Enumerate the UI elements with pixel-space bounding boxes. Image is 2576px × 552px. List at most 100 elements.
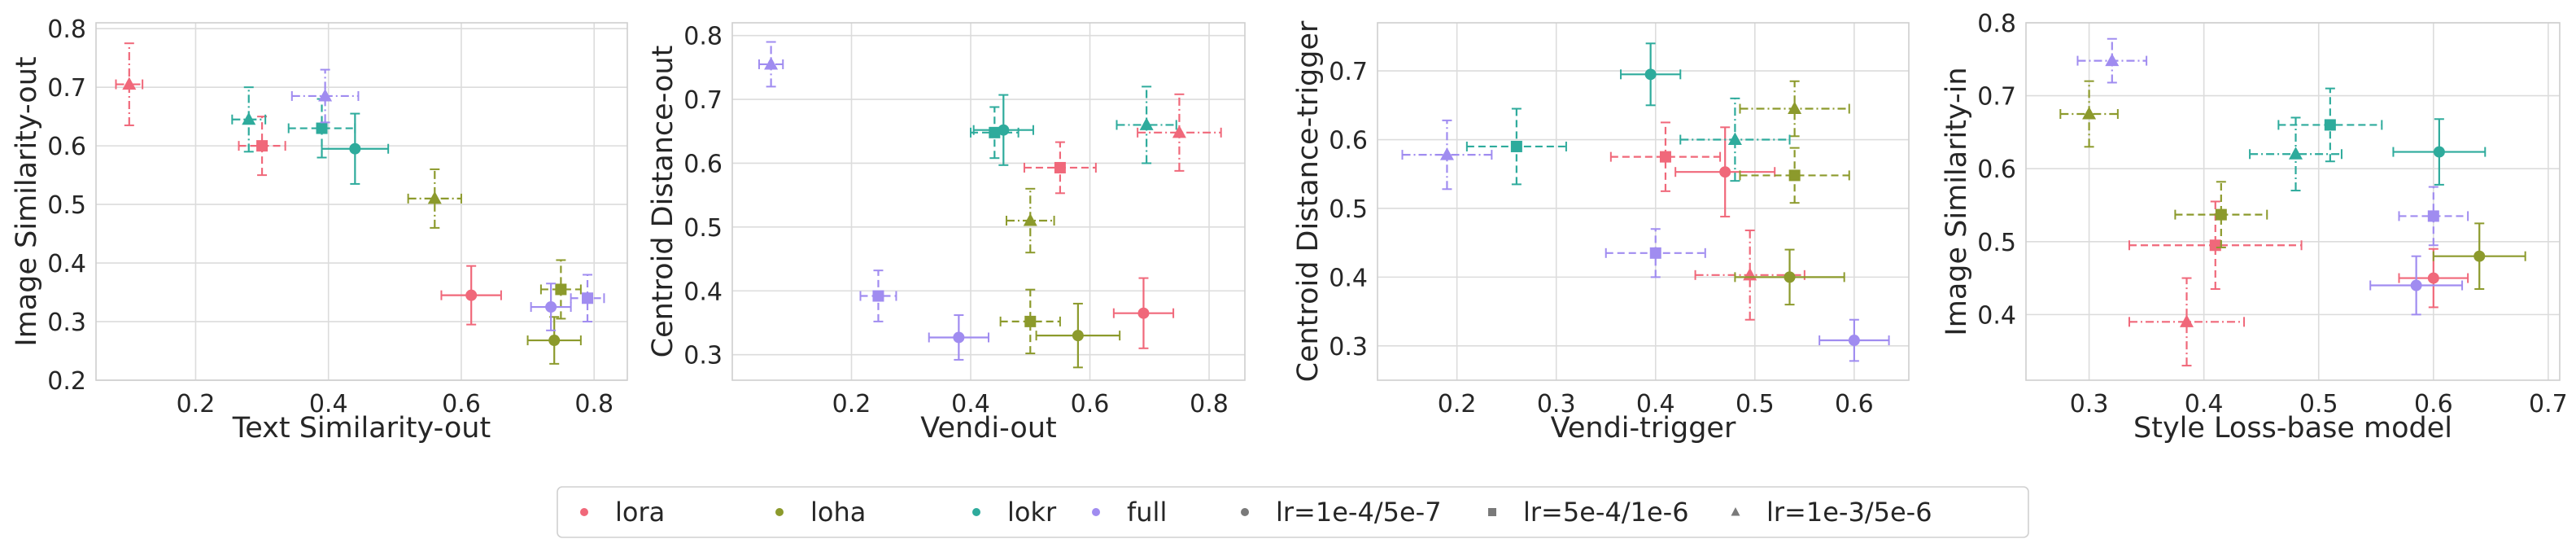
point-marker <box>1439 147 1454 160</box>
legend-entry: full <box>1092 497 1167 528</box>
point-marker <box>2410 279 2422 291</box>
x-tick-label: 0.6 <box>442 390 481 418</box>
x-tick-label: 0.4 <box>1636 390 1675 418</box>
data-point-loha <box>1739 147 1850 204</box>
x-axis-label: Style Loss-base model <box>2133 412 2452 445</box>
data-point-lora <box>238 116 286 177</box>
point-marker <box>545 301 557 313</box>
data-point-lokr <box>1620 42 1682 107</box>
point-marker <box>349 142 361 155</box>
plot-area <box>2026 23 2560 380</box>
y-tick-label: 0.4 <box>1977 301 2016 330</box>
legend-marker <box>1488 508 1496 516</box>
subplot-4: 0.3 0.4 0.5 0.6 0.7 0.4 0.5 0.6 0.7 0.8 Style Loss… <box>1941 10 2568 445</box>
data-point-loha <box>1035 302 1121 369</box>
point-marker <box>548 335 561 347</box>
legend-marker <box>580 508 588 516</box>
point-marker <box>2324 119 2336 131</box>
data-point-full <box>570 274 605 323</box>
legend-marker <box>1731 507 1740 516</box>
data-point-full <box>290 68 360 124</box>
point-marker <box>2215 208 2227 221</box>
point-marker <box>318 88 333 102</box>
data-point-lokr <box>231 86 267 153</box>
data-point-lokr <box>2392 118 2486 186</box>
x-tick-label: 0.8 <box>1190 390 1229 418</box>
data-point-loha <box>1005 187 1055 254</box>
x-tick-label: 0.7 <box>2529 390 2568 418</box>
point-marker <box>2427 210 2439 222</box>
point-marker <box>1644 68 1657 81</box>
legend-marker <box>775 508 784 516</box>
y-tick-label: 0.4 <box>47 250 86 278</box>
data-point-lokr <box>970 106 1019 160</box>
legend-label: lr=1e-4/5e-7 <box>1276 497 1442 528</box>
y-axis-label: Centroid Distance-out <box>647 46 679 358</box>
data-point-lora <box>1137 93 1222 172</box>
point-marker <box>764 56 779 70</box>
legend-entry: lr=5e-4/1e-6 <box>1488 497 1689 528</box>
data-point-lokr <box>1679 97 1791 182</box>
x-tick-label: 0.8 <box>574 390 613 418</box>
legend-label: loha <box>810 497 866 528</box>
subplot-1: 0.2 0.4 0.6 0.8 0.2 0.3 0.4 0.5 0.6 0.7 0.8 Text Si… <box>11 15 628 445</box>
x-tick-label: 0.4 <box>2185 390 2224 418</box>
legend-entry: lr=1e-3/5e-6 <box>1731 497 1932 528</box>
y-tick-label: 0.5 <box>683 214 723 243</box>
data-point-full <box>1401 119 1493 191</box>
point-marker <box>242 112 256 125</box>
x-tick-label: 0.2 <box>1438 390 1477 418</box>
x-tick-label: 0.4 <box>951 390 990 418</box>
data-point-lokr <box>2249 116 2342 192</box>
y-tick-label: 0.6 <box>47 133 86 161</box>
subplot-2: 0.2 0.4 0.6 0.8 0.3 0.4 0.5 0.6 0.7 0.8 Vendi-out C… <box>647 22 1246 445</box>
legend-label: full <box>1127 497 1167 528</box>
y-tick-label: 0.4 <box>683 278 723 306</box>
data-point-lora <box>115 42 144 126</box>
data-point-loha <box>526 316 582 365</box>
y-tick-label: 0.6 <box>1977 156 2016 184</box>
y-tick-label: 0.8 <box>47 15 86 44</box>
y-tick-label: 0.7 <box>683 86 723 115</box>
x-tick-label: 0.3 <box>1537 390 1576 418</box>
data-point-loha <box>2059 80 2119 148</box>
point-marker <box>1719 166 1731 178</box>
point-marker <box>1788 101 1802 115</box>
data-point-lokr <box>1116 85 1177 164</box>
plot-frame <box>731 22 1246 381</box>
data-point-full <box>530 283 572 331</box>
data-point-loha <box>1734 248 1845 306</box>
point-marker <box>1137 307 1150 319</box>
point-marker <box>582 292 594 304</box>
point-marker <box>1139 117 1154 130</box>
data-point-loha <box>999 288 1061 355</box>
point-marker <box>2105 53 2120 67</box>
point-marker <box>1659 151 1671 163</box>
y-axis-label: Image Similarity-out <box>11 56 43 346</box>
legend-entry: loha <box>775 497 866 528</box>
point-marker <box>1848 335 1860 347</box>
x-tick-label: 0.4 <box>309 390 348 418</box>
legend: lora loha lokr full lr=1e-4/5e-7 lr=5e-4/1e-6… <box>557 486 2029 538</box>
data-point-lora <box>1674 126 1776 218</box>
y-tick-label: 0.5 <box>1977 229 2016 257</box>
y-tick-label: 0.7 <box>1977 83 2016 112</box>
y-tick-label: 0.7 <box>1329 58 1368 86</box>
point-marker <box>1072 330 1084 342</box>
x-axis-label: Vendi-out <box>920 412 1056 445</box>
x-tick-label: 0.5 <box>1736 390 1775 418</box>
data-point-lora <box>1112 277 1175 349</box>
subplot-3: 0.2 0.3 0.4 0.5 0.6 0.3 0.4 0.5 0.6 0.7 Vendi-trig… <box>1292 20 1910 445</box>
data-point-lokr <box>1465 107 1567 186</box>
point-marker <box>1784 271 1796 283</box>
legend-marker <box>972 508 980 516</box>
data-point-lora <box>1609 121 1722 192</box>
data-point-full <box>2369 255 2464 316</box>
legend-marker <box>1241 508 1249 516</box>
plot-frame <box>2025 22 2561 381</box>
data-point-full <box>928 314 989 361</box>
point-marker <box>2180 314 2194 327</box>
x-tick-label: 0.2 <box>177 390 216 418</box>
y-tick-label: 0.6 <box>1329 127 1368 156</box>
point-marker <box>1023 213 1037 226</box>
